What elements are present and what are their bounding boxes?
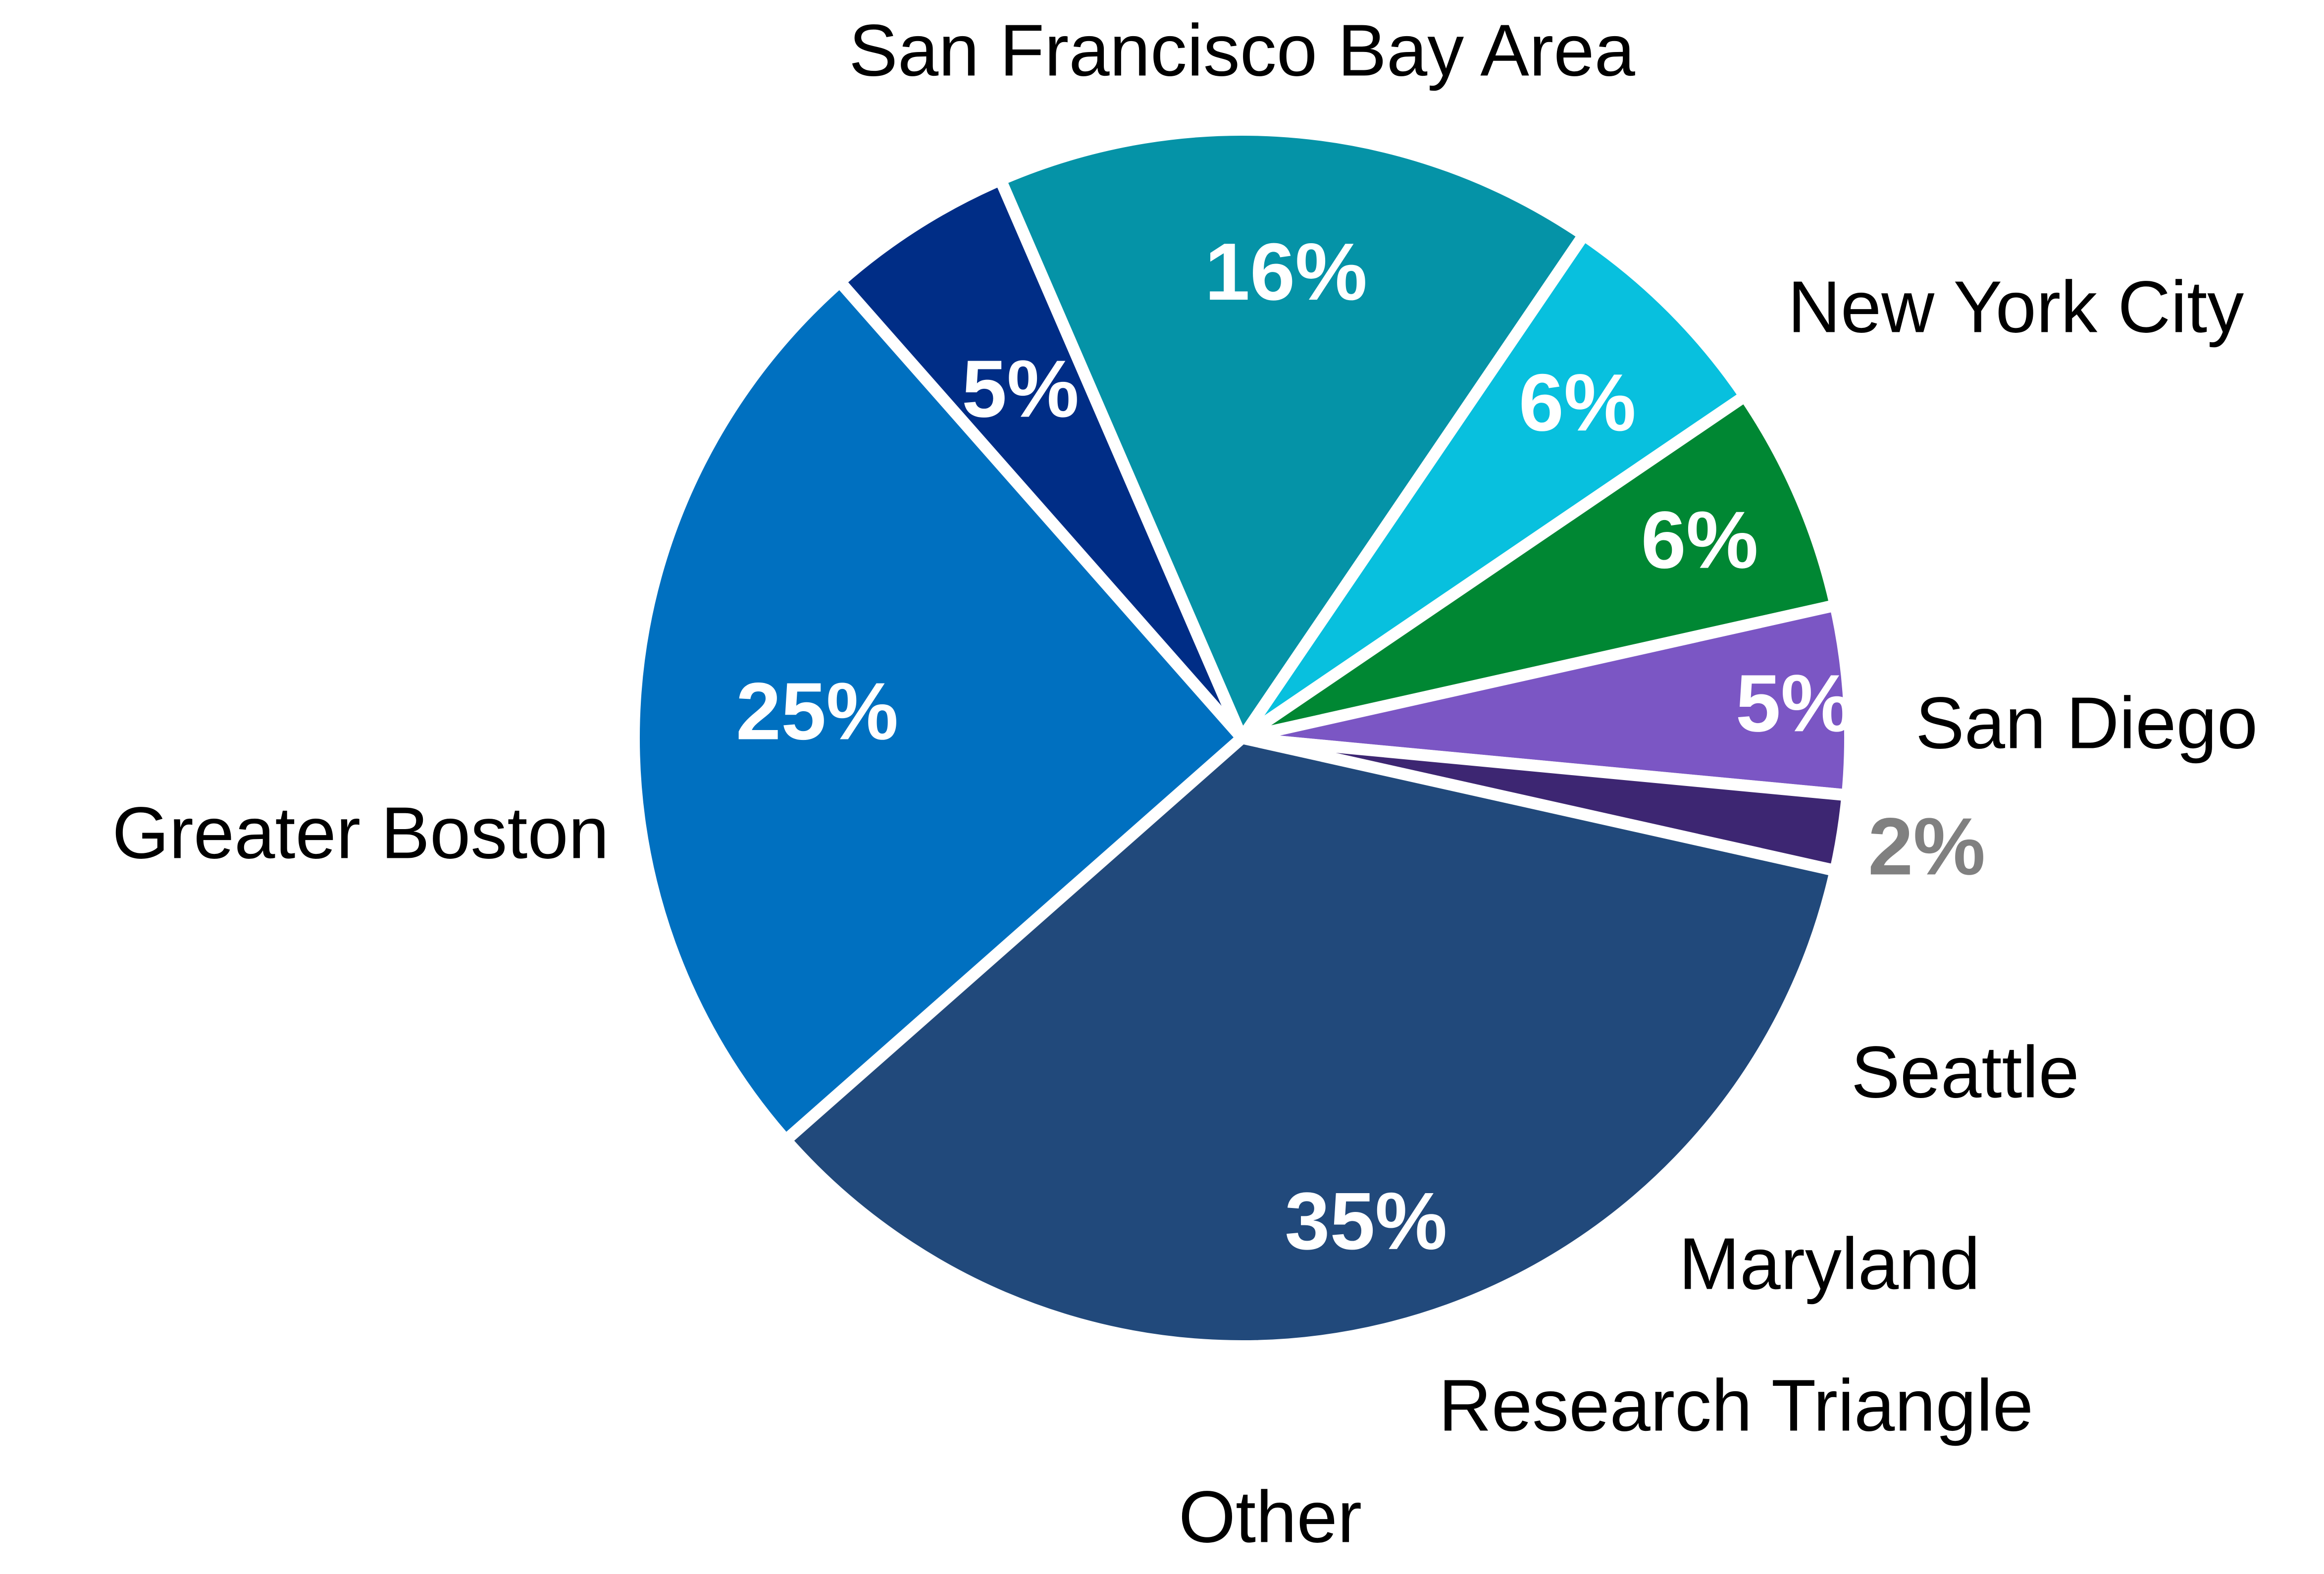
pie-slice-san-diego — [994, 124, 1590, 744]
value-label-research-triangle: 5% — [1736, 658, 1853, 748]
region-label-maryland: Maryland — [1679, 1223, 1980, 1305]
region-label-san-diego: San Diego — [1915, 682, 2258, 764]
pie-slice-maryland — [1236, 390, 1842, 744]
pie-slice-greater-boston — [779, 732, 1842, 1353]
region-label-seattle: Seattle — [1851, 1032, 2079, 1113]
pie-slice-seattle — [1236, 229, 1751, 744]
value-label-new-york-city: 5% — [962, 343, 1079, 434]
value-label-seattle: 6% — [1519, 357, 1636, 448]
region-label-other: Other — [1179, 1476, 1362, 1558]
value-label-maryland: 6% — [1641, 495, 1758, 585]
region-label-research-triangle: Research Triangle — [1439, 1365, 2033, 1447]
value-label-greater-boston: 35% — [1285, 1176, 1447, 1266]
value-label-other: 2% — [1868, 801, 1985, 892]
region-label-san-francisco-bay-area: San Francisco Bay Area — [849, 10, 1635, 92]
slice-value-labels: 25%5%16%6%6%5%2%35% — [736, 226, 1985, 1266]
pie-slices — [628, 124, 1856, 1353]
value-label-san-diego: 16% — [1205, 226, 1367, 317]
region-label-greater-boston: Greater Boston — [112, 792, 609, 874]
slice-region-labels: San Francisco Bay Area New York City San D… — [112, 10, 2258, 1558]
region-label-new-york-city: New York City — [1788, 266, 2244, 348]
pie-slice-new-york-city — [833, 173, 1248, 744]
value-label-san-francisco-bay-area: 25% — [736, 666, 898, 757]
pie-slice-san-francisco-bay-area — [628, 275, 1248, 1147]
